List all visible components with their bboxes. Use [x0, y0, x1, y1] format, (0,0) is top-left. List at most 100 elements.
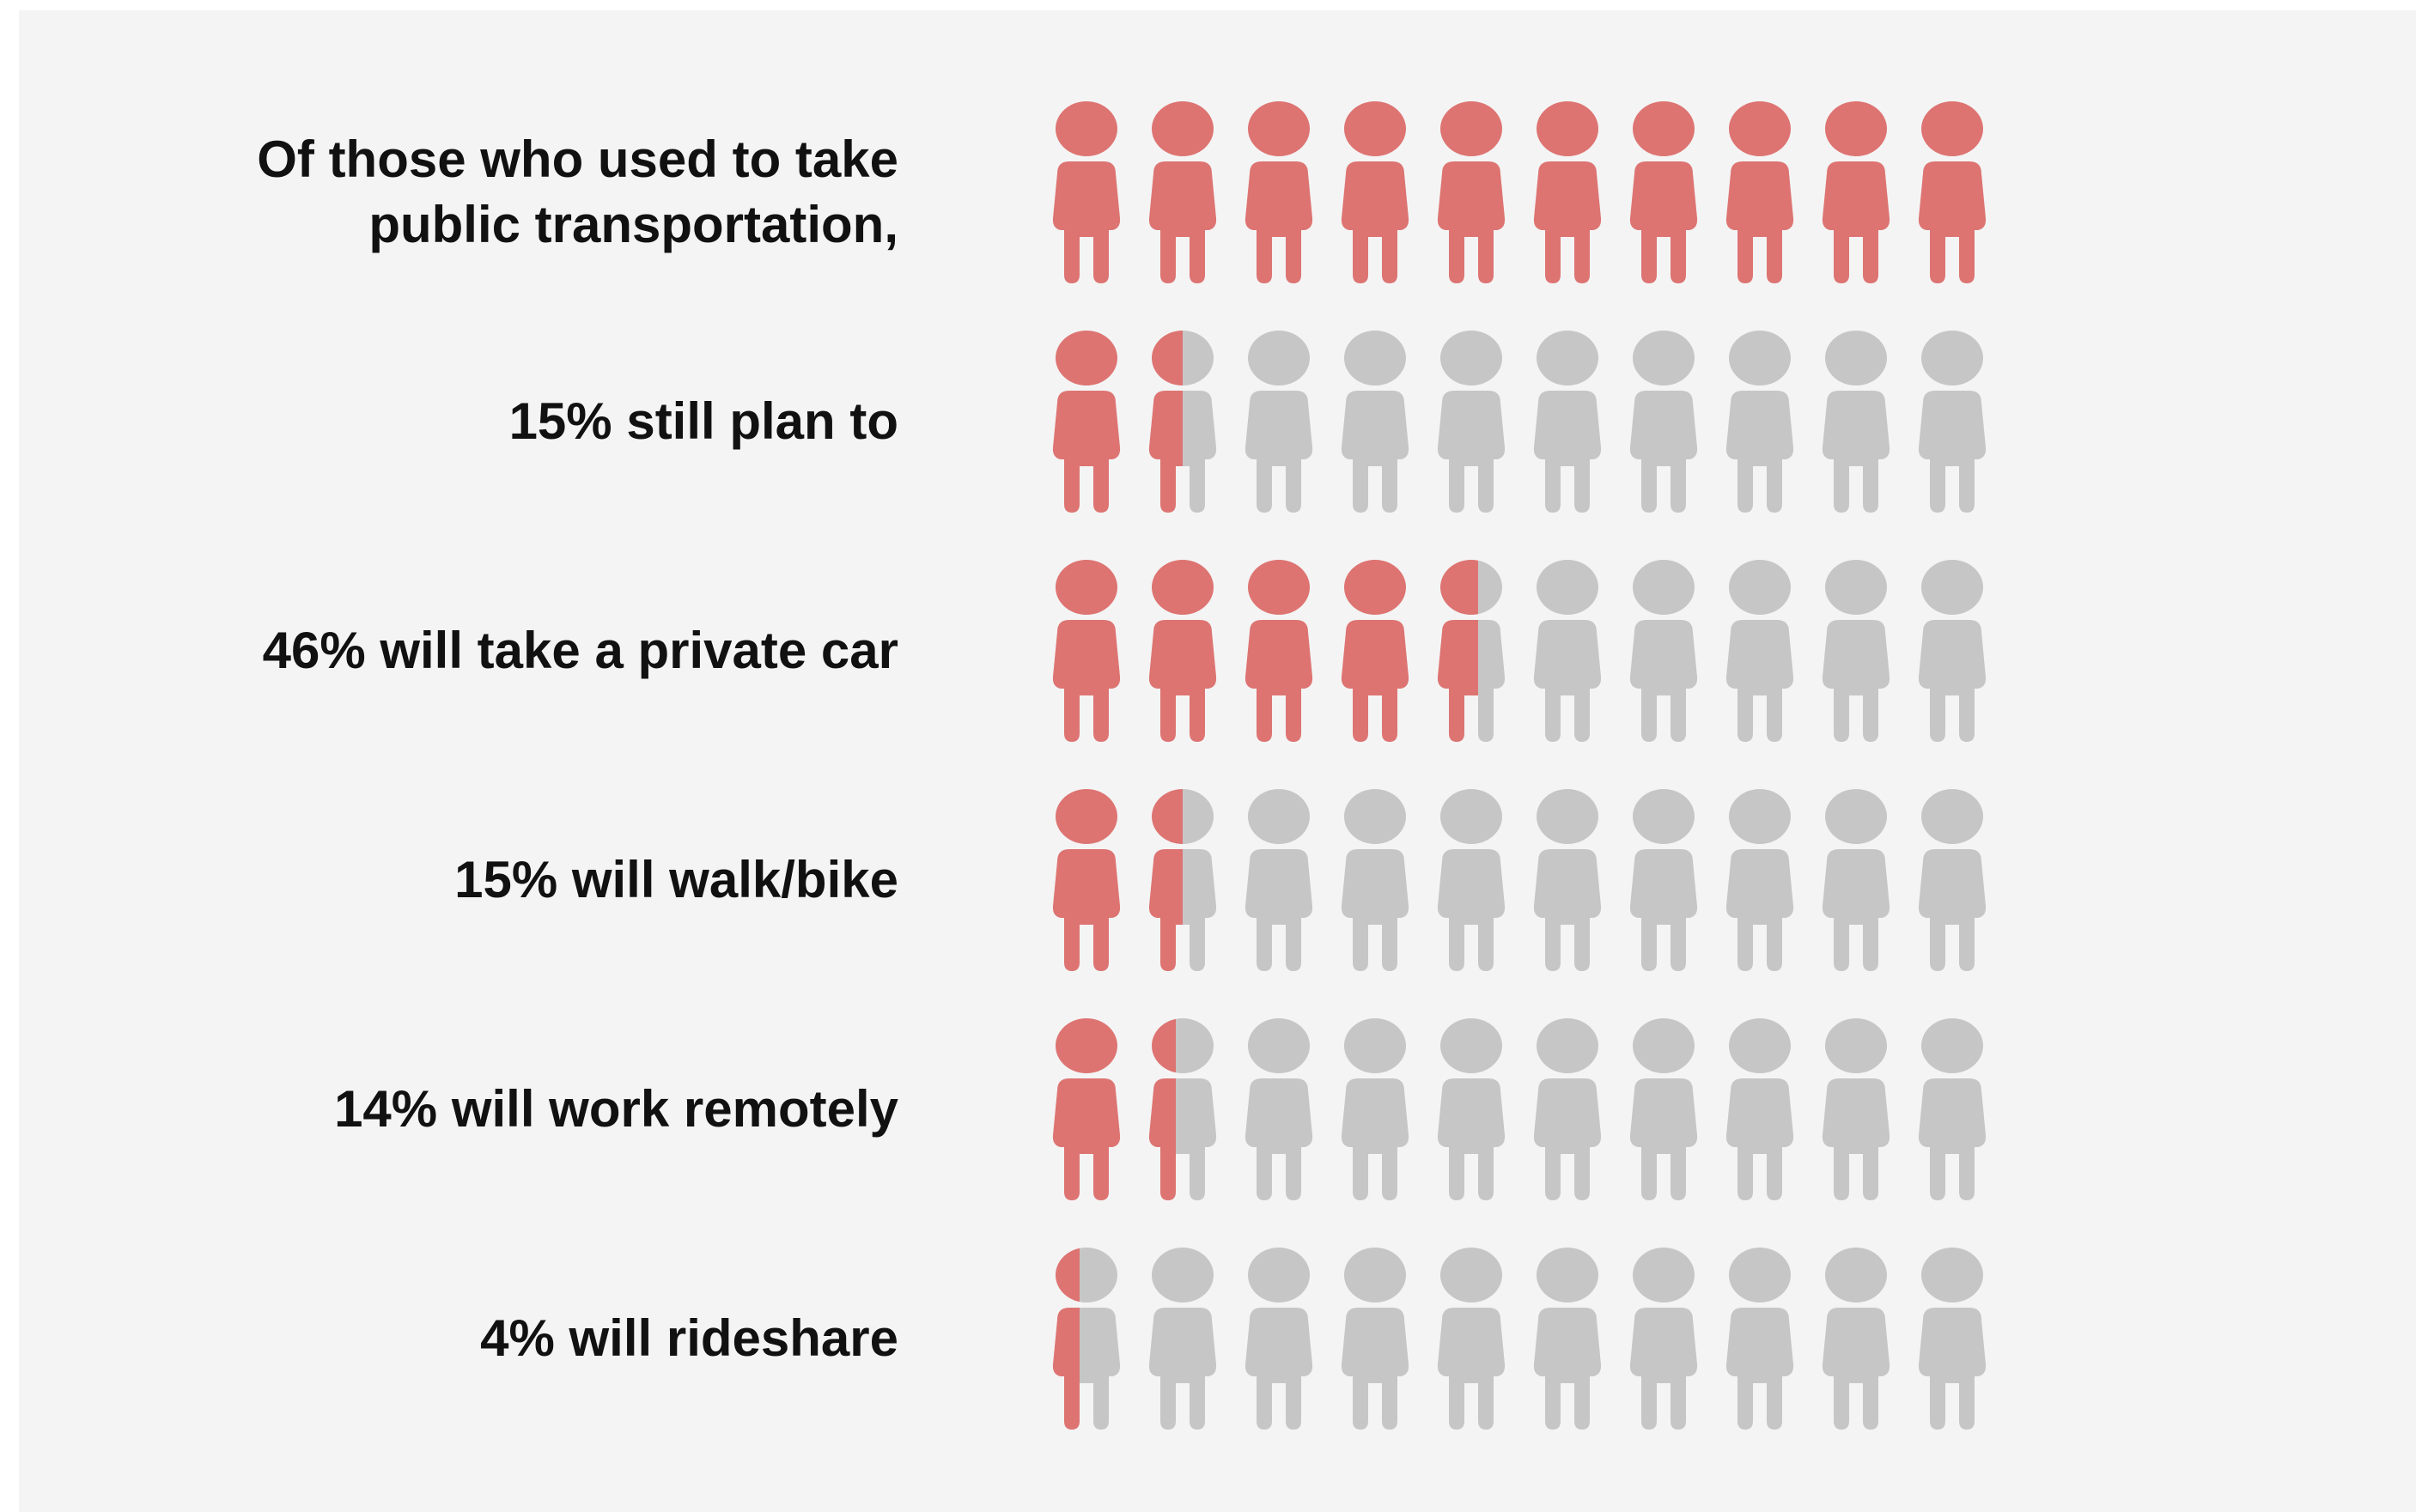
person-icon [1533, 101, 1602, 283]
row-label: 46% will take a private car [263, 618, 898, 683]
person-body [1533, 161, 1602, 283]
person-head [1921, 1248, 1983, 1303]
person-head [1056, 1018, 1117, 1073]
person-body [1052, 1308, 1121, 1430]
person-body [1629, 1078, 1698, 1200]
person-icon [1918, 789, 1987, 971]
row-label-line: 4% will rideshare [480, 1309, 898, 1367]
person-head [1056, 789, 1117, 844]
person-head [1537, 789, 1598, 844]
person-icon [1725, 789, 1794, 971]
person-icon [1437, 789, 1506, 971]
person-head [1248, 331, 1310, 386]
person-icon [1437, 331, 1506, 513]
person-icon [1725, 560, 1794, 742]
person-body [1533, 391, 1602, 513]
person-body [1245, 1308, 1313, 1430]
person-icon [1341, 101, 1409, 283]
person-body [1052, 620, 1121, 742]
person-head [1729, 1018, 1791, 1073]
person-icon [1533, 331, 1602, 513]
person-head [1825, 789, 1887, 844]
person-icon [1052, 331, 1121, 513]
person-head [1056, 1248, 1117, 1303]
person-head [1921, 1018, 1983, 1073]
person-icon [1629, 1018, 1698, 1200]
person-head [1440, 789, 1502, 844]
person-body [1341, 849, 1409, 971]
row-label-line: Of those who used to take [257, 131, 898, 188]
person-head [1825, 1018, 1887, 1073]
person-body [1918, 1078, 1987, 1200]
person-head [1825, 1248, 1887, 1303]
person-body [1437, 620, 1506, 742]
person-icon [1245, 1018, 1313, 1200]
person-head [1825, 331, 1887, 386]
person-icon [1245, 560, 1313, 742]
person-icon [1437, 560, 1506, 742]
chart-panel [19, 10, 2416, 1512]
person-icon [1245, 101, 1313, 283]
person-body [1052, 161, 1121, 283]
person-head [1633, 101, 1695, 156]
row-label: Of those who used to take public transpor… [257, 127, 898, 258]
person-icon [1629, 1248, 1698, 1430]
person-head [1056, 331, 1117, 386]
person-body [1148, 1308, 1217, 1430]
person-head [1537, 1248, 1598, 1303]
person-icon [1918, 560, 1987, 742]
row-label: 14% will work remotely [334, 1077, 898, 1142]
person-body [1437, 1078, 1506, 1200]
row-label-line: 46% will take a private car [262, 622, 898, 679]
person-icon [1918, 1018, 1987, 1200]
person-icon [1245, 789, 1313, 971]
person-head [1440, 101, 1502, 156]
person-head [1825, 101, 1887, 156]
row-label-line: public transportation, [368, 196, 898, 253]
person-icon [1148, 789, 1217, 971]
person-head [1248, 560, 1310, 615]
person-head [1056, 101, 1117, 156]
person-body [1629, 620, 1698, 742]
person-body [1533, 1078, 1602, 1200]
person-icon [1533, 789, 1602, 971]
person-body [1533, 1308, 1602, 1430]
person-head [1921, 331, 1983, 386]
person-head [1440, 560, 1502, 615]
person-head [1537, 101, 1598, 156]
person-body [1629, 849, 1698, 971]
person-body [1437, 391, 1506, 513]
person-body [1533, 849, 1602, 971]
person-icon [1629, 331, 1698, 513]
person-body [1822, 1308, 1890, 1430]
person-head [1152, 560, 1214, 615]
person-body [1341, 1078, 1409, 1200]
person-head [1729, 1248, 1791, 1303]
person-icon [1533, 1018, 1602, 1200]
person-body [1725, 620, 1794, 742]
person-body [1918, 161, 1987, 283]
person-body [1437, 1308, 1506, 1430]
person-head [1344, 1248, 1406, 1303]
person-icon [1725, 1248, 1794, 1430]
person-head [1248, 101, 1310, 156]
person-head [1729, 101, 1791, 156]
person-head [1825, 560, 1887, 615]
person-icon [1725, 331, 1794, 513]
person-head [1921, 101, 1983, 156]
person-head [1344, 101, 1406, 156]
person-head [1344, 331, 1406, 386]
person-body [1918, 391, 1987, 513]
person-body [1341, 620, 1409, 742]
person-head [1248, 1248, 1310, 1303]
row-label-line: 15% still plan to [508, 392, 898, 450]
person-icon [1341, 789, 1409, 971]
person-icon [1822, 1248, 1890, 1430]
row-label: 4% will rideshare [480, 1306, 898, 1371]
person-body [1052, 849, 1121, 971]
person-body [1148, 620, 1217, 742]
person-head [1440, 331, 1502, 386]
person-head [1633, 1248, 1695, 1303]
person-icon [1725, 1018, 1794, 1200]
